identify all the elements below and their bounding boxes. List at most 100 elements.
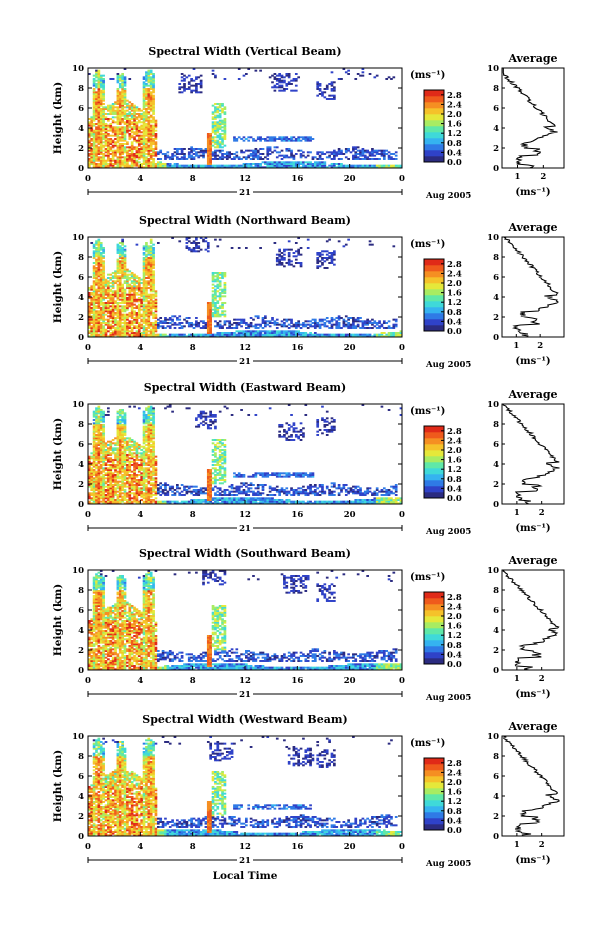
heatmap-cell <box>216 295 219 297</box>
heatmap-cell <box>112 103 115 105</box>
heatmap-cell <box>126 294 129 296</box>
heatmap-cell <box>252 138 255 140</box>
average-unit: (ms⁻¹) <box>515 356 550 367</box>
heatmap-cell <box>128 277 131 279</box>
heatmap-cell <box>297 161 300 163</box>
heatmap-cell <box>200 320 203 322</box>
heatmap-cell <box>138 108 141 110</box>
heatmap-cell <box>385 153 388 155</box>
heatmap-cell <box>102 78 105 80</box>
heatmap-cell <box>378 165 381 167</box>
heatmap-cell <box>117 145 120 147</box>
heatmap-cell <box>295 153 298 155</box>
x-tick-label: 12 <box>239 174 251 184</box>
heatmap-cell <box>259 153 262 155</box>
heatmap-cell <box>181 322 184 324</box>
heatmap-cell <box>126 103 129 105</box>
heatmap-cell <box>314 156 317 158</box>
heatmap-cell <box>98 146 101 148</box>
y-tick-label: 4 <box>78 124 84 134</box>
heatmap-cell <box>243 156 246 158</box>
heatmap-cell <box>107 300 110 302</box>
heatmap-cell <box>233 136 236 138</box>
heatmap-cell <box>178 83 181 85</box>
heatmap-cell <box>328 327 331 329</box>
heatmap-cell <box>107 414 110 416</box>
heatmap-cell <box>105 449 108 451</box>
heatmap-cell <box>290 80 293 82</box>
heatmap-cell <box>354 165 357 167</box>
heatmap-cell <box>107 163 110 165</box>
heatmap-cell <box>281 80 284 82</box>
heatmap-cell <box>319 265 322 267</box>
heatmap-cell <box>178 158 181 160</box>
heatmap-cell <box>219 280 222 282</box>
heatmap-cell <box>105 148 108 150</box>
heatmap-cell <box>128 111 131 113</box>
heatmap-cell <box>331 71 334 73</box>
heatmap-cell <box>112 135 115 137</box>
heatmap-cell <box>107 315 110 317</box>
heatmap-cell <box>333 95 336 97</box>
heatmap-cell <box>152 270 155 272</box>
heatmap-cell <box>150 245 153 247</box>
heatmap-cell <box>224 153 227 155</box>
heatmap-cell <box>376 327 379 329</box>
heatmap-cell <box>107 130 110 132</box>
heatmap-cell <box>176 156 179 158</box>
heatmap-cell <box>126 146 129 148</box>
heatmap-cell <box>300 136 303 138</box>
heatmap-cells <box>88 237 402 337</box>
heatmap-cell <box>93 469 96 471</box>
heatmap-cell <box>219 133 222 135</box>
heatmap-cell <box>212 111 215 113</box>
heatmap-cell <box>257 330 260 332</box>
heatmap-cell <box>221 332 224 334</box>
heatmap-cell <box>257 155 260 157</box>
heatmap-cell <box>216 140 219 142</box>
heatmap-cell <box>152 300 155 302</box>
heatmap-cell <box>147 70 150 72</box>
heatmap-cell <box>324 334 327 336</box>
heatmap-cell <box>281 252 284 254</box>
heatmap-cell <box>205 148 208 150</box>
heatmap-cell <box>302 161 305 163</box>
heatmap-cell <box>326 85 329 87</box>
heatmap-cell <box>181 165 184 167</box>
heatmap-cell <box>326 334 329 336</box>
heatmap-cell <box>224 314 227 316</box>
heatmap-cell <box>278 161 281 163</box>
heatmap-cell <box>107 444 110 446</box>
heatmap-cell <box>188 165 191 167</box>
heatmap-cell <box>155 314 158 316</box>
heatmap-cell <box>238 330 241 332</box>
heatmap-cell <box>328 155 331 157</box>
heatmap-cell <box>345 148 348 150</box>
heatmap-cell <box>250 158 253 160</box>
heatmap-cell <box>119 309 122 311</box>
colorbar-unit: (ms⁻¹) <box>410 239 445 250</box>
heatmap-cell <box>307 247 310 249</box>
heatmap-cell <box>169 322 172 324</box>
heatmap-cell <box>316 158 319 160</box>
heatmap-cell <box>283 88 286 90</box>
heatmap-cell <box>219 277 222 279</box>
heatmap-cell <box>183 165 186 167</box>
heatmap-cell <box>121 284 124 286</box>
heatmap-cell <box>124 143 127 145</box>
heatmap-cell <box>121 314 124 316</box>
heatmap-cell <box>171 334 174 336</box>
heatmap-cell <box>183 325 186 327</box>
heatmap-cell <box>119 302 122 304</box>
panels-group: Spectral Width (Vertical Beam)0246810Hei… <box>52 45 564 869</box>
heatmap-cell <box>109 146 112 148</box>
heatmap-cell <box>216 272 219 274</box>
heatmap-cell <box>395 155 398 157</box>
heatmap-cell <box>162 153 165 155</box>
heatmap-cell <box>366 165 369 167</box>
heatmap-cell <box>131 135 134 137</box>
heatmap-cell <box>219 120 222 122</box>
heatmap-cell <box>195 151 198 153</box>
heatmap-cell <box>102 302 105 304</box>
